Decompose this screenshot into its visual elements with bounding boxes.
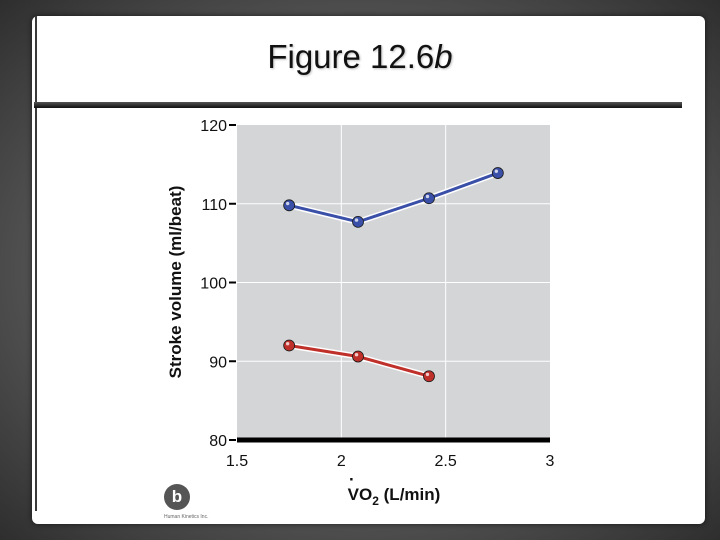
series-layer [283, 167, 504, 383]
series-1-point-highlight [285, 342, 290, 346]
y-axis-title: Stroke volume (ml/beat) [166, 186, 185, 379]
x-axis-title-main: VO [348, 485, 373, 504]
y-tick-label: 80 [209, 433, 227, 450]
series-1-point [423, 370, 435, 383]
series-0-point [352, 215, 364, 228]
series-0-point-highlight [354, 218, 359, 222]
x-tick-label: 1.5 [226, 453, 248, 470]
y-tick-label: 110 [201, 197, 227, 214]
x-axis-title-rest: (L/min) [379, 485, 440, 504]
x-axis-title-sub: 2 [372, 494, 379, 508]
figure-badge: b [164, 484, 190, 510]
y-tick-label: 100 [200, 276, 227, 293]
x-tick-label: 3 [546, 453, 555, 470]
x-axis-title: VO2 (L/min) [348, 485, 441, 508]
slide-title-text: Figure 12.6 [267, 38, 435, 75]
left-rule [35, 16, 37, 511]
series-0-point [491, 167, 504, 179]
copyright-text: Human Kinetics Inc. [164, 514, 209, 520]
vo2-dot-accent: · [349, 470, 355, 489]
series-1-point-highlight [354, 353, 359, 357]
x-tick-label: 2 [337, 453, 346, 470]
title-rule [34, 102, 682, 108]
series-0-point [283, 199, 296, 212]
y-tick-label: 120 [200, 118, 227, 135]
series-0-point-highlight [494, 169, 499, 173]
series-0-line [287, 171, 500, 224]
slide-title: Figure 12.6b [0, 38, 720, 76]
series-1-point-highlight [425, 372, 430, 377]
grid [237, 125, 550, 440]
series-0-point [423, 192, 435, 205]
series-0-point-highlight [285, 201, 290, 206]
axis-ticks: 1.5 2 2.5 3 80 90 100 110 120 [200, 118, 554, 470]
x-tick-label: 2.5 [435, 453, 457, 470]
series-1-point [352, 350, 364, 363]
slide-title-italic: b [434, 38, 453, 75]
y-tick-label: 90 [209, 354, 227, 371]
series-0-point-highlight [425, 194, 430, 199]
series-1-point [283, 339, 296, 352]
